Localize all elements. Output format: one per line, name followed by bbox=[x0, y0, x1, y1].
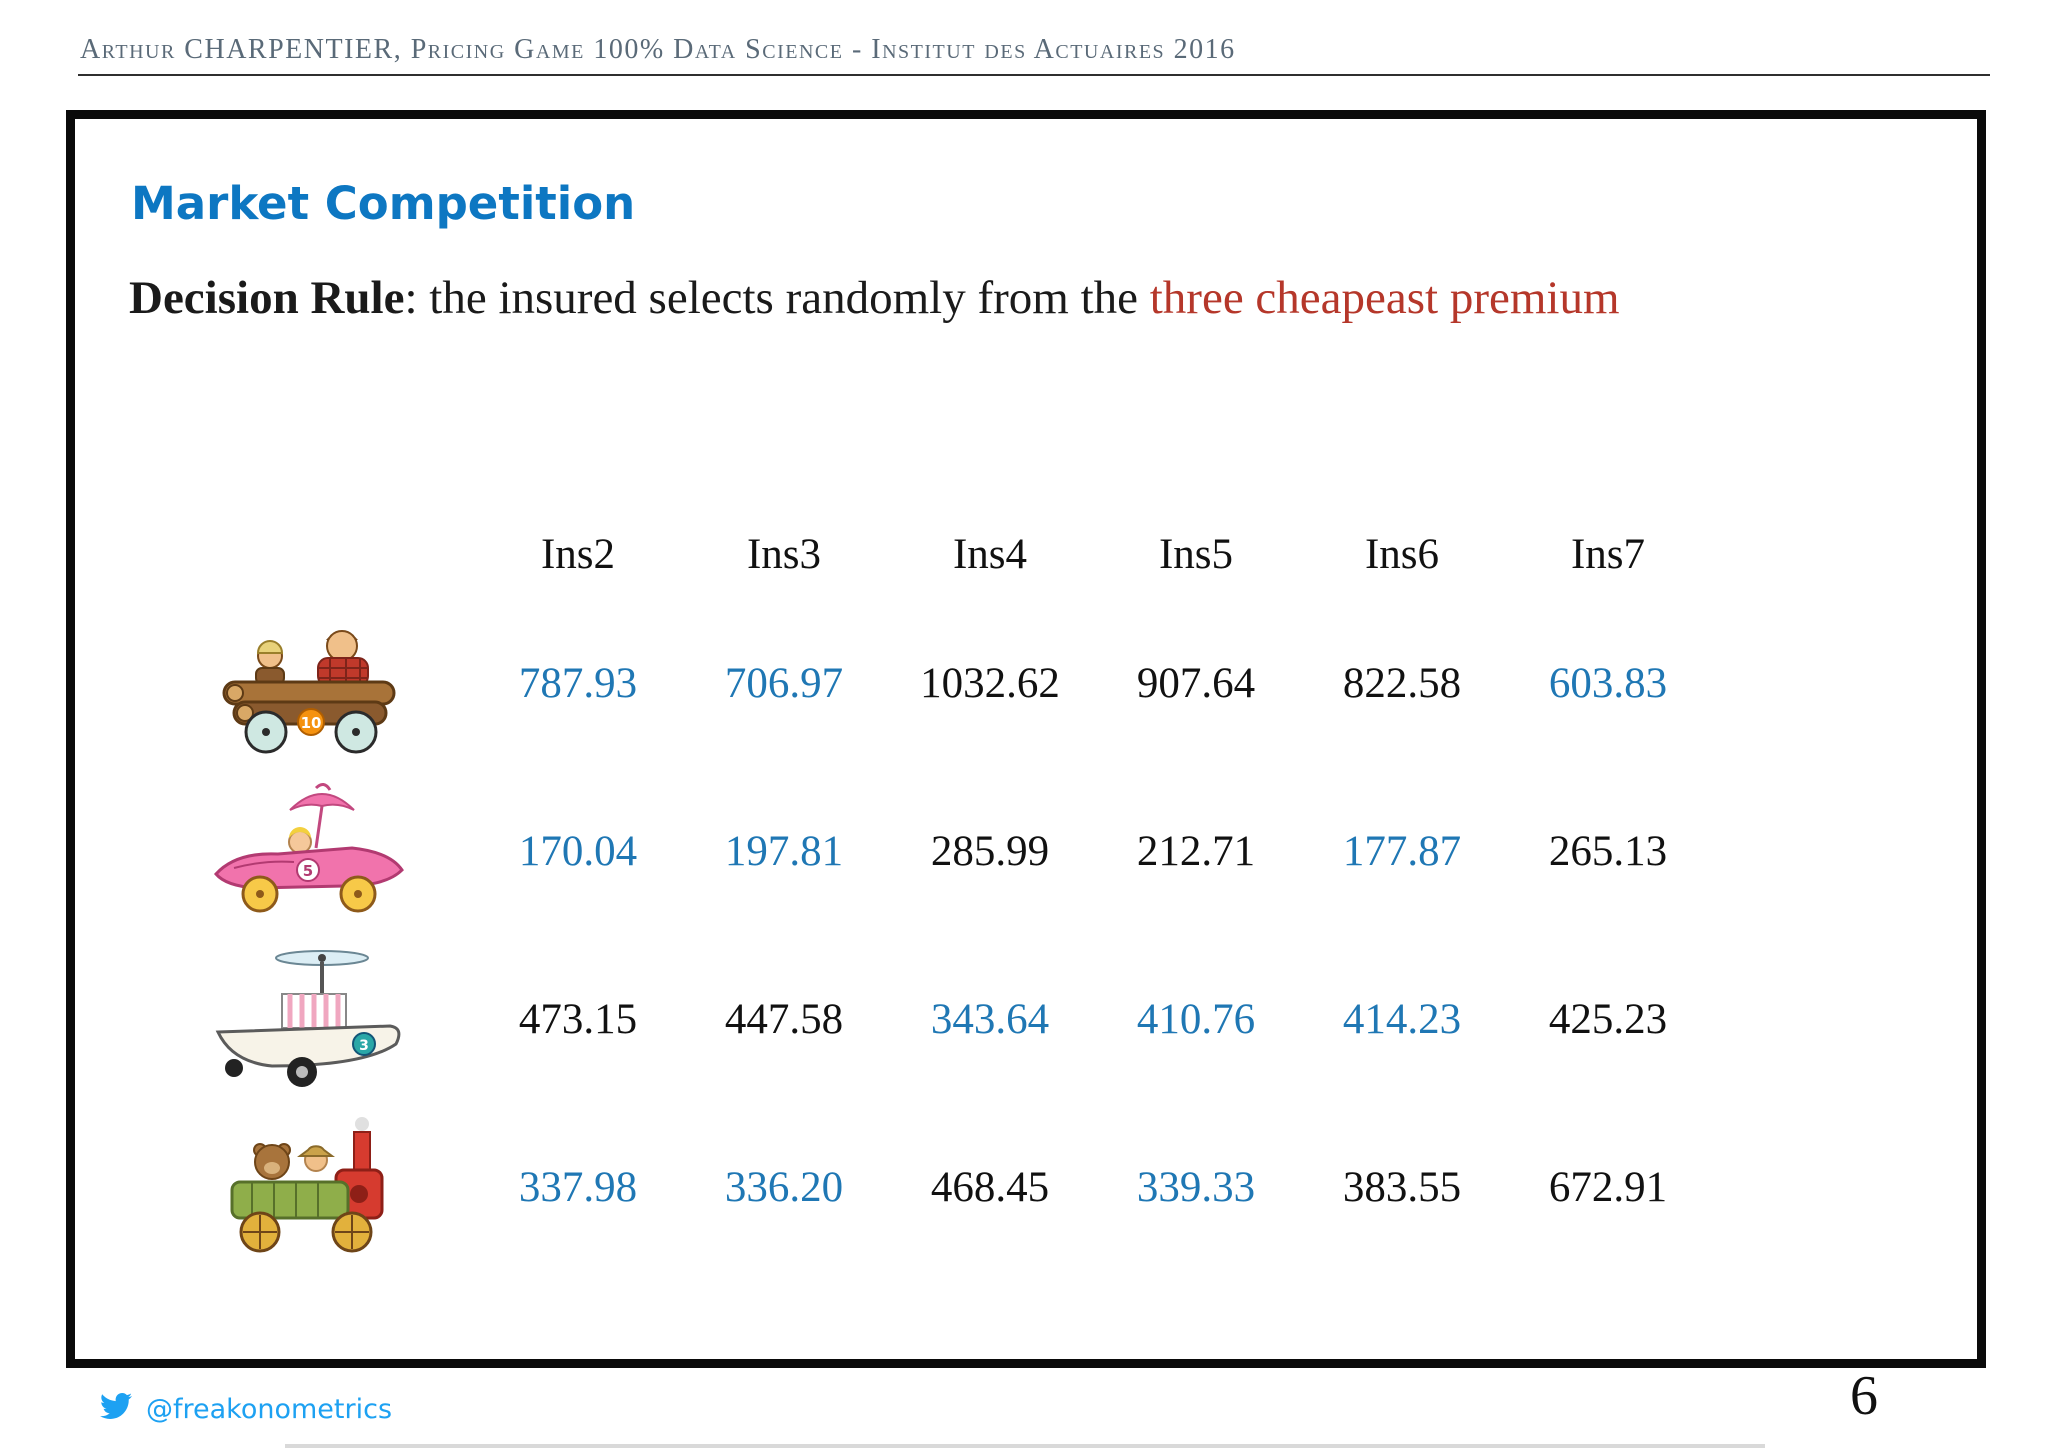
column-header-ins4: Ins4 bbox=[952, 530, 1028, 578]
premium-value: 212.71 bbox=[1136, 827, 1256, 875]
premium-value: 1032.62 bbox=[920, 659, 1060, 707]
svg-text:10: 10 bbox=[301, 714, 322, 732]
column-header-ins5: Ins5 bbox=[1158, 530, 1234, 578]
slide-frame: Market Competition Decision Rule: the in… bbox=[66, 110, 1986, 1368]
premium-value: 410.76 bbox=[1136, 995, 1256, 1043]
column-header-ins7: Ins7 bbox=[1570, 530, 1646, 578]
table-row-vehicle: 10 bbox=[204, 608, 416, 758]
premium-value: 672.91 bbox=[1548, 1163, 1668, 1211]
premium-value: 170.04 bbox=[518, 827, 638, 875]
twitter-handle-link[interactable]: @freakonometrics bbox=[146, 1394, 393, 1425]
decision-rule-highlight: three cheapeast premium bbox=[1149, 272, 1620, 324]
premium-value: 343.64 bbox=[930, 995, 1050, 1043]
premium-value: 265.13 bbox=[1548, 827, 1668, 875]
twitter-icon bbox=[100, 1393, 132, 1419]
premium-value: 177.87 bbox=[1342, 827, 1462, 875]
premium-value: 285.99 bbox=[930, 827, 1050, 875]
premium-value: 414.23 bbox=[1342, 995, 1462, 1043]
slide-header-title: Arthur CHARPENTIER, Pricing Game 100% Da… bbox=[80, 34, 1236, 65]
decision-rule-label: Decision Rule bbox=[129, 272, 405, 324]
premium-value: 907.64 bbox=[1136, 659, 1256, 707]
page-title: Market Competition bbox=[131, 177, 636, 230]
convert-a-car-icon: 3 bbox=[215, 950, 401, 1087]
premium-value: 473.15 bbox=[518, 995, 638, 1043]
premium-value: 447.58 bbox=[724, 995, 844, 1043]
premium-value: 336.20 bbox=[724, 1163, 844, 1211]
premium-table: Ins2 Ins3 Ins4 Ins5 Ins6 Ins7 bbox=[145, 509, 1711, 1271]
premium-value: 822.58 bbox=[1342, 659, 1462, 707]
svg-text:3: 3 bbox=[359, 1038, 369, 1054]
boulder-mobile-car-icon: 10 bbox=[222, 630, 396, 754]
premium-value: 197.81 bbox=[724, 827, 844, 875]
bottom-page-edge bbox=[285, 1444, 1765, 1448]
decision-rule-text: Decision Rule: the insured selects rando… bbox=[129, 271, 1620, 325]
column-header-ins6: Ins6 bbox=[1364, 530, 1440, 578]
arkansas-chuggabug-car-icon bbox=[230, 1117, 384, 1253]
table-row-vehicle bbox=[204, 1112, 416, 1262]
svg-text:5: 5 bbox=[303, 862, 313, 880]
premium-value: 339.33 bbox=[1136, 1163, 1256, 1211]
header-divider bbox=[78, 74, 1990, 76]
premium-value: 603.83 bbox=[1548, 659, 1668, 707]
compact-pussycat-car-icon: 5 bbox=[214, 783, 404, 913]
premium-value: 383.55 bbox=[1342, 1163, 1462, 1211]
column-header-ins3: Ins3 bbox=[746, 530, 822, 578]
page-number: 6 bbox=[1850, 1365, 1878, 1427]
column-header-ins2: Ins2 bbox=[540, 530, 616, 578]
premium-value: 337.98 bbox=[518, 1163, 638, 1211]
premium-value: 787.93 bbox=[518, 659, 638, 707]
premium-value: 706.97 bbox=[724, 659, 844, 707]
premium-value: 425.23 bbox=[1548, 995, 1668, 1043]
decision-rule-body: : the insured selects randomly from the bbox=[404, 272, 1150, 324]
premium-value: 468.45 bbox=[930, 1163, 1050, 1211]
table-row-vehicle: 3 bbox=[204, 944, 416, 1094]
table-row-vehicle: 5 bbox=[204, 776, 416, 926]
